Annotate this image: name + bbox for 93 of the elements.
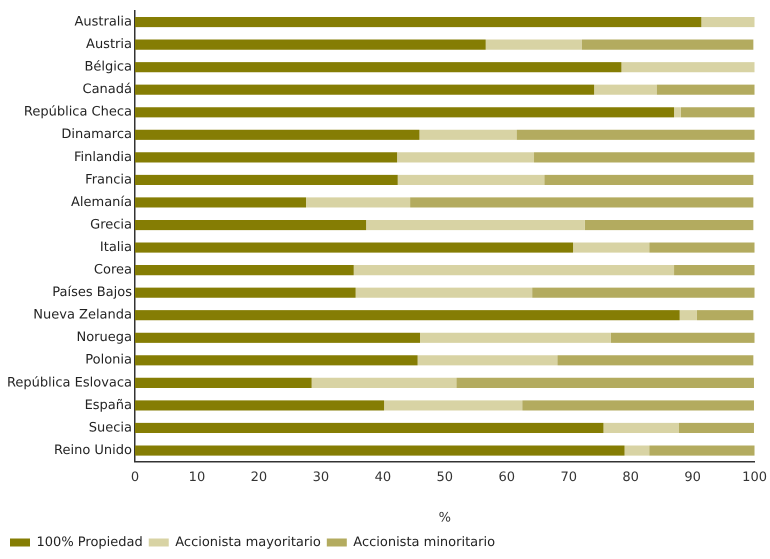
bar: [674, 107, 681, 118]
bar: [532, 288, 755, 298]
bar: [649, 242, 755, 253]
bar: [680, 310, 697, 320]
x-tick-label: 0: [130, 470, 140, 485]
bar: [134, 220, 366, 230]
y-tick-label: Canadá: [82, 82, 132, 98]
bar: [312, 378, 457, 388]
y-tick-label: Bélgica: [84, 60, 132, 75]
y-tick-label: Austria: [86, 37, 132, 52]
bar: [486, 40, 582, 50]
y-tick-label: Dinamarca: [61, 127, 132, 142]
y-tick-label: Corea: [94, 262, 132, 278]
legend-label: Accionista minoritario: [353, 534, 496, 550]
y-tick-label: Finlandia: [74, 150, 132, 165]
x-tick-label: 100: [742, 470, 768, 485]
bar: [582, 40, 754, 50]
y-tick-label: República Checa: [24, 104, 132, 120]
bar: [398, 174, 545, 185]
bar: [522, 400, 754, 410]
bar: [516, 130, 755, 140]
y-tick-label: Grecia: [90, 217, 132, 232]
bar: [410, 197, 754, 208]
x-tick-label: 80: [622, 470, 639, 485]
bar: [366, 220, 585, 230]
y-tick-label: Reino Unido: [54, 442, 132, 458]
bar: [134, 288, 356, 298]
bar: [134, 310, 680, 320]
x-tick-label: 10: [188, 470, 206, 485]
x-tick-label: 70: [560, 470, 577, 485]
bar: [134, 84, 594, 95]
y-tick-label: Nueva Zelanda: [33, 308, 132, 323]
y-tick-label: Australia: [74, 14, 132, 30]
x-tick-label: 30: [312, 470, 330, 485]
bar: [134, 130, 420, 140]
bar: [134, 355, 418, 366]
y-tick-label: Países Bajos: [52, 285, 132, 300]
x-axis-title: %: [438, 510, 451, 526]
bar: [534, 152, 755, 162]
y-tick-label: Francia: [85, 172, 132, 188]
bar: [384, 400, 522, 410]
bar: [420, 332, 611, 343]
bar: [656, 84, 755, 95]
bar: [624, 445, 650, 456]
bar: [649, 445, 755, 456]
bar: [134, 400, 384, 410]
x-tick-label: 40: [374, 470, 392, 485]
y-tick-label: Noruega: [76, 330, 132, 346]
bar: [674, 265, 755, 276]
x-tick-label: 60: [498, 470, 516, 485]
bar: [134, 107, 674, 118]
bar: [134, 378, 312, 388]
bar: [134, 422, 604, 434]
bar: [134, 242, 574, 253]
bar: [701, 17, 755, 28]
bar: [679, 422, 754, 434]
x-tick-label: 20: [250, 470, 268, 485]
y-tick-label: Alemanía: [71, 194, 132, 210]
bar: [134, 197, 306, 208]
bar: [134, 265, 354, 276]
bar: [610, 332, 755, 343]
bar: [544, 174, 754, 185]
bar: [134, 62, 622, 72]
bar: [621, 62, 755, 72]
y-tick-label: Polonia: [85, 352, 132, 368]
bar: [584, 220, 754, 230]
bar: [573, 242, 650, 253]
y-tick-label: Suecia: [88, 420, 132, 436]
bar: [419, 130, 517, 140]
bar: [558, 355, 754, 366]
legend-label: Accionista mayoritario: [175, 534, 321, 550]
bar: [594, 84, 657, 95]
bar: [603, 422, 679, 434]
bar: [397, 152, 534, 162]
x-tick-label: 90: [684, 470, 701, 485]
bar: [456, 378, 754, 388]
bar: [680, 107, 755, 118]
bar: [696, 310, 754, 320]
bar: [134, 152, 398, 162]
bar: [134, 17, 702, 28]
bar: [134, 332, 420, 343]
bar: [306, 197, 410, 208]
legend-label: 100% Propiedad: [36, 534, 143, 550]
bar: [418, 355, 558, 366]
bar: [356, 288, 532, 298]
bar: [134, 40, 486, 50]
y-tick-label: República Eslovaca: [6, 375, 132, 390]
bar: [134, 445, 624, 456]
y-tick-label: España: [84, 398, 132, 413]
y-tick-label: Italia: [100, 240, 132, 255]
bar: [354, 265, 674, 276]
bar: [134, 174, 398, 185]
x-tick-label: 50: [436, 470, 454, 485]
